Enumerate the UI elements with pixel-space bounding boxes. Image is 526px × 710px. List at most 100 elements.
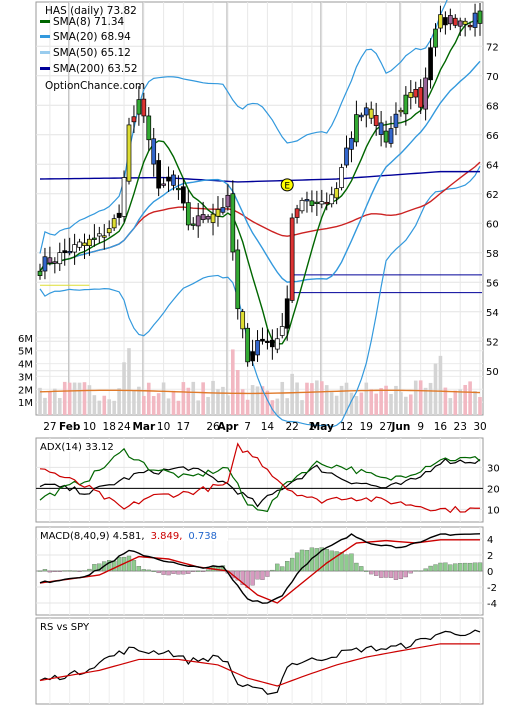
macd-histogram-bar (77, 570, 82, 572)
candle-body (141, 98, 147, 117)
volume-bar (142, 395, 146, 415)
legend-swatch (40, 35, 50, 38)
volume-bar (453, 390, 458, 415)
candle-body (413, 88, 419, 98)
legend-swatch (40, 20, 50, 23)
macd-tick-label: -4 (487, 599, 497, 610)
candle-body (82, 242, 87, 246)
macd-histogram-bar (383, 570, 389, 578)
volume-bar (221, 386, 225, 415)
price-tick-label: 56 (486, 278, 499, 289)
macd-tick-label: 2 (487, 551, 493, 562)
date-tick-label: 17 (177, 421, 190, 433)
volume-bar (354, 396, 359, 415)
macd-panel: -4 -2 0 2 4 MACD(8,40,9) 4.581, 3.849, 0.738 (35, 526, 497, 616)
macd-histogram-bar (151, 570, 156, 572)
candle-body (156, 160, 162, 189)
price-legend: HAS (daily) 73.82 SMA(8) 71.34 SMA(20) 6… (40, 5, 145, 92)
candle-body (225, 194, 231, 208)
volume-bar (329, 392, 334, 415)
candle-body (255, 340, 260, 356)
macd-histogram-bar (126, 555, 132, 572)
candle-body (52, 261, 58, 264)
adx-tick-label: 10 (487, 505, 500, 516)
volume-bar (384, 385, 388, 415)
macd-histogram-bar (255, 570, 260, 580)
candle-body (299, 200, 305, 212)
rs-lines (39, 629, 481, 695)
candle-body (106, 228, 112, 234)
macd-histogram-bar (200, 570, 206, 572)
sma8-line (39, 19, 481, 345)
macd-histogram-bar (393, 570, 399, 580)
candle-body (438, 14, 443, 29)
candle-body (467, 24, 473, 28)
candle-body (270, 339, 275, 348)
candle-body (447, 15, 453, 25)
price-tick-label: 70 (486, 72, 499, 83)
macd-histogram-bar (433, 564, 438, 572)
candle-body (294, 208, 300, 218)
volume-bar (285, 398, 289, 415)
candle-body (42, 256, 48, 272)
candle-body (457, 20, 463, 27)
volume-bar (404, 396, 408, 415)
volume-bar (77, 382, 82, 415)
macd-histogram-bar (275, 563, 280, 572)
candle-body (462, 20, 468, 25)
candle-body (72, 244, 77, 253)
volume-average-line (39, 389, 481, 395)
date-tick-label: 27 (379, 421, 392, 433)
candle-body (344, 147, 349, 166)
macd-histogram-bar (374, 570, 379, 576)
macd-histogram-bar (477, 562, 483, 572)
candle-body (477, 10, 483, 24)
macd-histogram-bar (453, 563, 458, 572)
macd-histogram-bar (359, 566, 364, 572)
price-tick-label: 68 (486, 101, 499, 112)
candle-body (240, 311, 246, 330)
date-tick-label: 16 (434, 421, 448, 433)
rs-title: RS vs SPY (40, 622, 90, 633)
macd-signal: 3.849, (151, 531, 183, 542)
price-tick-label: 54 (486, 308, 499, 319)
macd-histogram-bar (304, 550, 310, 572)
candle-body (383, 130, 389, 143)
macd-histogram-bar (285, 561, 290, 572)
sma20-line (39, 60, 481, 283)
volume-tick-label: 1M (18, 398, 33, 409)
candle-body (200, 214, 206, 220)
adx-tick-label: 20 (487, 484, 500, 495)
macd-histogram-bar (438, 562, 443, 572)
date-tick-label: 18 (103, 421, 116, 433)
volume-bar (290, 373, 294, 415)
event-markers: E (280, 178, 294, 192)
macd-histogram-bar (82, 570, 87, 572)
moving-average-lines (39, 0, 481, 428)
macd-histogram-bar (294, 552, 300, 572)
volume-bar (438, 355, 443, 415)
macd-histogram-bar (131, 560, 137, 572)
candle-body (452, 17, 458, 26)
macd-histogram-bar (171, 570, 176, 574)
volume-bar (87, 385, 92, 415)
volume-bar (359, 392, 364, 415)
macd-histogram-bar (47, 570, 53, 573)
date-tick-label: 2 (309, 421, 316, 433)
macd-histogram-bar (413, 570, 418, 572)
rs-grid (49, 618, 481, 704)
volume-bar (319, 381, 324, 415)
macd-histogram-bar (136, 566, 142, 572)
macd-histogram-bar (191, 570, 196, 572)
candle-body (260, 338, 265, 342)
macd-histogram-bar (166, 570, 171, 576)
date-tick-label: 26 (206, 421, 220, 433)
candle-body (433, 28, 438, 48)
volume-bar (161, 382, 166, 415)
volume-bar (53, 388, 57, 415)
bollinger-lower (39, 165, 481, 428)
macd-histogram-bar (240, 570, 245, 586)
volume-tick-label: 3M (18, 372, 33, 383)
macd-histogram-bar (458, 563, 463, 572)
volume-bar (300, 400, 304, 415)
